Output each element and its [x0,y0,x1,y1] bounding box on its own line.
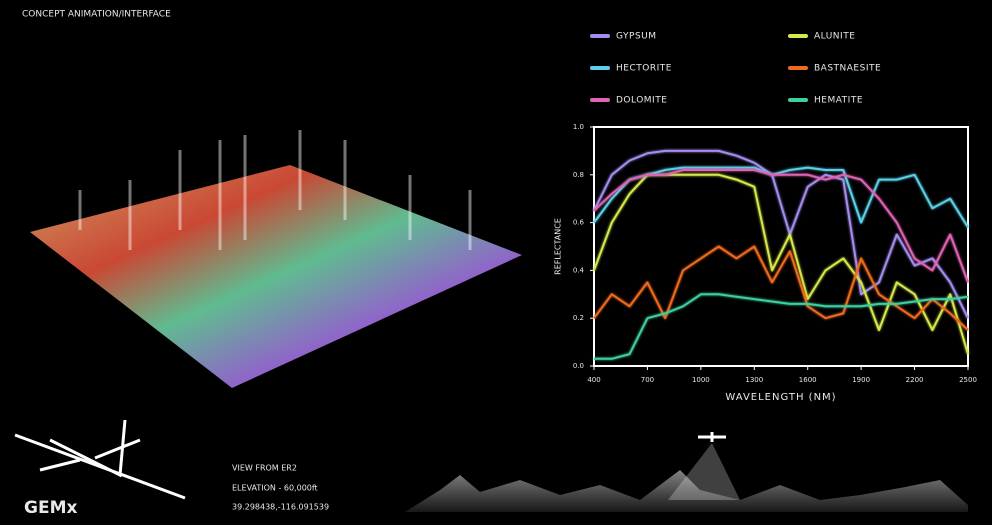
terrain [30,165,522,388]
header-title: CONCEPT ANIMATION/INTERFACE [22,10,171,20]
y-tick-label: 0.6 [573,219,585,227]
y-tick-label: 1.0 [573,123,584,131]
y-tick-label: 0.2 [573,314,584,322]
elevation-label: ELEVATION - 60,000ft [232,484,318,493]
legend-label: HEMATITE [814,96,863,106]
legend-label: GYPSUM [616,32,657,42]
terrain-spikes [78,130,472,250]
x-tick-label: 1000 [692,376,710,384]
sensor-beam [668,443,740,500]
y-tick-label: 0.4 [573,266,585,274]
plane-marker [698,432,726,442]
x-tick-label: 1600 [799,376,817,384]
view-label: VIEW FROM ER2 [232,464,297,473]
y-axis-title: REFLECTANCE [554,218,563,275]
coordinates-label: 39.298438,-116.091539 [232,503,329,512]
x-axis-title: WAVELENGTH (NM) [725,392,836,403]
legend-label: DOLOMITE [616,96,667,106]
y-tick-label: 0.0 [573,362,584,370]
legend-label: ALUNITE [814,32,855,42]
legend-label: HECTORITE [616,64,672,74]
series-line [593,169,969,283]
x-tick-label: 2500 [959,376,977,384]
x-tick-label: 400 [587,376,600,384]
x-tick-label: 2200 [906,376,924,384]
series-line [593,149,969,319]
logo: GEMx [24,498,77,518]
x-tick-label: 1300 [745,376,763,384]
chart-frame [593,126,969,367]
plane-icon [14,419,186,500]
x-tick-label: 700 [641,376,654,384]
elevation-profile [405,470,968,512]
series-line [593,245,969,331]
y-tick-label: 0.8 [573,171,584,179]
series-line [593,166,969,228]
legend-label: BASTNAESITE [814,64,881,74]
series-line [594,293,969,360]
x-tick-label: 1900 [852,376,870,384]
